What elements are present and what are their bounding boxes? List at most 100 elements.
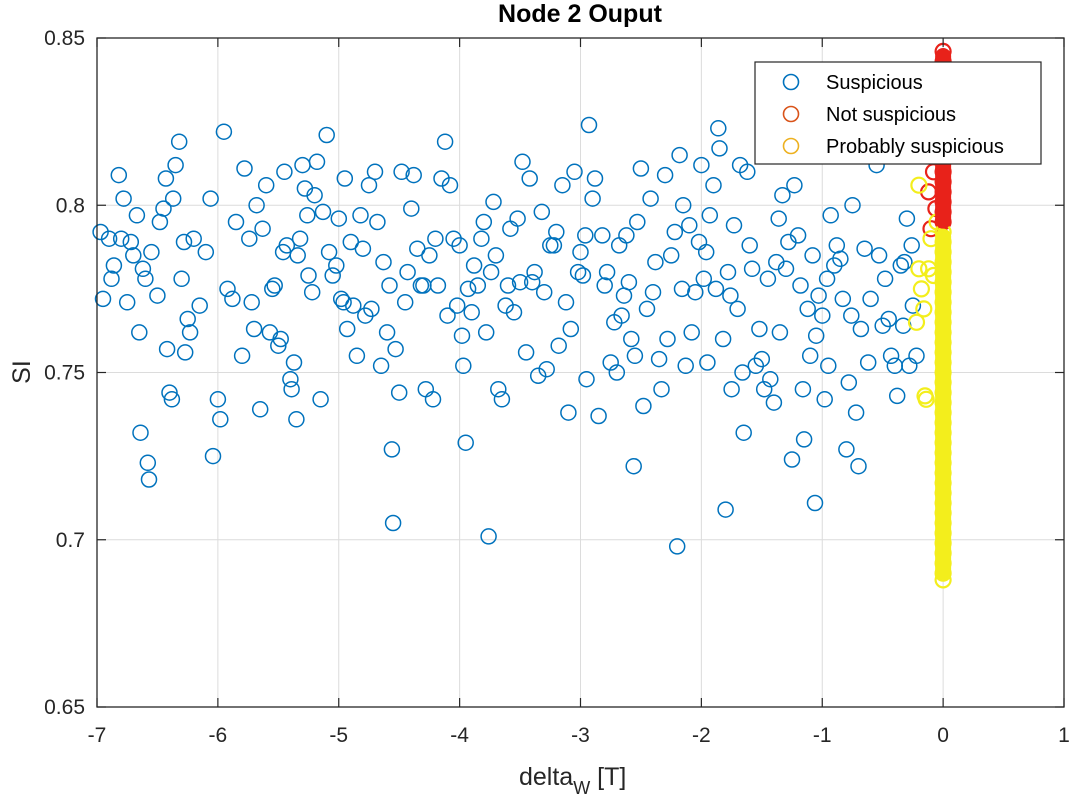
data-point xyxy=(387,340,404,358)
data-point xyxy=(801,347,819,365)
data-point xyxy=(396,294,414,311)
data-point xyxy=(711,140,728,157)
data-point xyxy=(840,374,858,391)
data-point xyxy=(477,324,495,341)
data-point xyxy=(103,270,120,288)
data-point xyxy=(550,337,567,354)
data-point xyxy=(623,330,640,348)
data-point xyxy=(227,213,245,231)
data-point xyxy=(777,260,795,278)
data-point xyxy=(653,380,670,398)
legend-entry-not-suspicious: Not suspicious xyxy=(826,104,956,126)
data-point xyxy=(336,170,354,187)
data-point xyxy=(505,304,523,321)
data-point xyxy=(330,210,348,227)
data-point xyxy=(354,240,372,257)
data-point xyxy=(236,160,253,177)
data-point xyxy=(282,370,299,388)
data-point xyxy=(882,347,900,365)
data-point xyxy=(560,404,577,421)
data-point xyxy=(729,300,746,318)
data-point xyxy=(441,176,459,194)
data-point xyxy=(167,156,184,174)
series-suspicious xyxy=(92,116,925,555)
x-tick-label: -6 xyxy=(209,724,228,747)
data-point xyxy=(243,294,260,311)
data-point xyxy=(915,300,933,318)
data-point xyxy=(499,277,517,294)
data-point xyxy=(517,344,535,361)
data-point xyxy=(300,267,317,284)
data-point xyxy=(163,391,181,408)
data-point xyxy=(806,494,824,512)
data-point xyxy=(898,210,916,227)
data-point xyxy=(847,404,865,421)
x-tick-label: -5 xyxy=(329,724,348,747)
axis-ticks: -7 -6 -5 -4 -3 -2 -1 0 1 0.65 0.7 0.75 0.8 0.85 xyxy=(44,27,1070,747)
data-point xyxy=(134,260,152,278)
probably-suspicious-dense-band xyxy=(935,228,952,580)
data-point xyxy=(308,153,326,171)
data-point xyxy=(719,263,737,281)
data-point xyxy=(257,176,275,194)
data-point xyxy=(94,290,112,308)
data-point xyxy=(896,253,913,271)
data-point xyxy=(352,207,369,224)
data-point xyxy=(181,324,199,341)
x-tick-label: -1 xyxy=(813,724,832,747)
data-point xyxy=(335,294,352,311)
data-point xyxy=(473,230,490,247)
data-point xyxy=(545,237,563,254)
y-tick-label: 0.8 xyxy=(56,194,85,217)
data-point xyxy=(635,397,652,415)
data-point xyxy=(366,163,384,181)
data-point xyxy=(820,357,837,375)
data-point xyxy=(697,243,715,261)
x-axis-label: deltaW [T] xyxy=(519,763,626,798)
data-point xyxy=(904,297,922,314)
data-point xyxy=(266,277,283,294)
data-point xyxy=(175,233,193,251)
data-point xyxy=(810,287,827,304)
data-point xyxy=(644,283,662,301)
data-point xyxy=(862,290,879,308)
data-point xyxy=(751,320,768,338)
data-point xyxy=(859,354,877,371)
data-point xyxy=(632,160,650,177)
data-point xyxy=(673,280,691,298)
data-point xyxy=(241,230,258,247)
data-point xyxy=(608,364,626,381)
data-point xyxy=(566,163,583,181)
data-point xyxy=(804,247,821,264)
data-point xyxy=(832,250,849,268)
data-point xyxy=(876,270,894,288)
data-point xyxy=(771,324,789,341)
data-point xyxy=(320,243,338,261)
legend-entry-suspicious: Suspicious xyxy=(826,72,923,94)
data-point xyxy=(695,270,713,288)
data-point xyxy=(424,391,442,408)
data-point xyxy=(276,163,293,181)
data-point xyxy=(741,237,758,254)
legend-marker-not-suspicious xyxy=(782,105,800,123)
data-point xyxy=(629,213,646,231)
data-point xyxy=(542,237,559,254)
data-point xyxy=(480,528,497,545)
data-point xyxy=(662,247,680,264)
data-point xyxy=(482,263,500,281)
data-point xyxy=(625,457,642,475)
data-point xyxy=(439,307,456,324)
data-point xyxy=(475,213,493,231)
x-tick-label: 0 xyxy=(937,724,949,747)
data-point xyxy=(149,287,166,304)
data-point xyxy=(270,337,287,354)
data-point xyxy=(598,263,616,281)
data-point xyxy=(535,283,553,301)
data-point xyxy=(455,357,472,375)
data-point xyxy=(285,354,303,371)
data-point xyxy=(586,170,604,187)
data-point xyxy=(783,451,801,468)
data-point xyxy=(638,300,656,318)
data-point xyxy=(251,401,269,418)
